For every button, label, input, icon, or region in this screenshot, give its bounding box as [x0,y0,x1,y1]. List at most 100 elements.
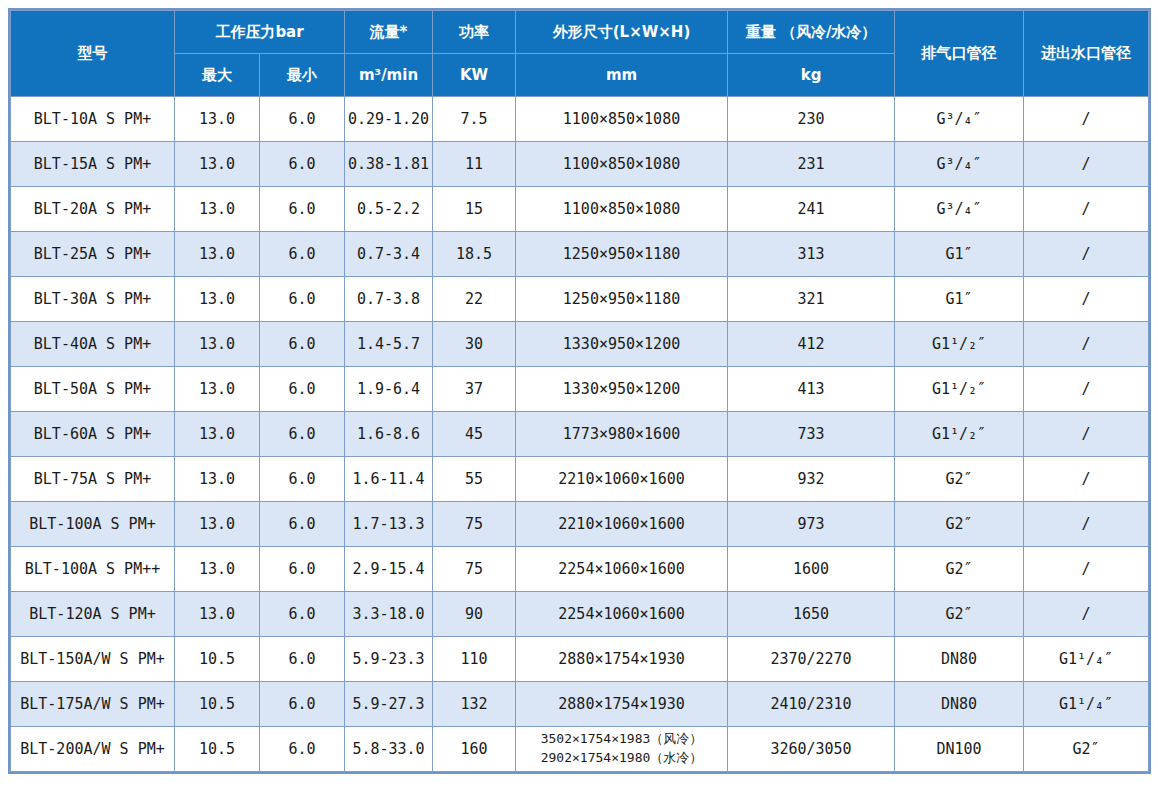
cell-weight: 413 [728,367,895,412]
cell-power: 110 [433,637,516,682]
cell-outlet: DN100 [895,727,1024,772]
cell-power: 75 [433,547,516,592]
cell-water: / [1024,457,1149,502]
cell-water: / [1024,187,1149,232]
table-row: BLT-40A S PM+13.06.01.4-5.7301330×950×12… [11,322,1149,367]
table-row: BLT-30A S PM+13.06.00.7-3.8221250×950×11… [11,277,1149,322]
cell-dims: 1100×850×1080 [516,97,728,142]
table-row: BLT-25A S PM+13.06.00.7-3.418.51250×950×… [11,232,1149,277]
cell-max: 10.5 [175,682,260,727]
cell-power: 18.5 [433,232,516,277]
cell-weight: 733 [728,412,895,457]
cell-dims: 1330×950×1200 [516,322,728,367]
header-row-1: 型号 工作压力bar 流量* 功率 外形尺寸(L×W×H) 重量 （风冷/水冷）… [11,11,1149,54]
cell-flow: 0.29-1.20 [345,97,433,142]
col-header-model: 型号 [11,11,175,97]
cell-flow: 5.9-27.3 [345,682,433,727]
table-row: BLT-75A S PM+13.06.01.6-11.4552210×1060×… [11,457,1149,502]
col-header-flow-unit: m³/min [345,54,433,97]
cell-flow: 5.9-23.3 [345,637,433,682]
cell-weight: 973 [728,502,895,547]
cell-dims: 2254×1060×1600 [516,592,728,637]
col-header-outlet-pipe: 排气口管径 [895,11,1024,97]
cell-min: 6.0 [260,592,345,637]
cell-outlet: G1″ [895,232,1024,277]
cell-power: 30 [433,322,516,367]
cell-flow: 1.6-8.6 [345,412,433,457]
cell-power: 160 [433,727,516,772]
cell-max: 13.0 [175,457,260,502]
cell-min: 6.0 [260,637,345,682]
cell-flow: 1.4-5.7 [345,322,433,367]
cell-min: 6.0 [260,142,345,187]
cell-outlet: G2″ [895,547,1024,592]
col-header-power-unit: KW [433,54,516,97]
cell-weight: 2370/2270 [728,637,895,682]
cell-power: 90 [433,592,516,637]
table-row: BLT-15A S PM+13.06.00.38-1.81111100×850×… [11,142,1149,187]
cell-dims: 1773×980×1600 [516,412,728,457]
cell-water: / [1024,142,1149,187]
cell-min: 6.0 [260,277,345,322]
table-row: BLT-60A S PM+13.06.01.6-8.6451773×980×16… [11,412,1149,457]
cell-water: G1¹/₄″ [1024,682,1149,727]
cell-model: BLT-175A/W S PM+ [11,682,175,727]
cell-max: 10.5 [175,637,260,682]
cell-max: 13.0 [175,142,260,187]
table-row: BLT-20A S PM+13.06.00.5-2.2151100×850×10… [11,187,1149,232]
cell-max: 13.0 [175,97,260,142]
cell-power: 22 [433,277,516,322]
cell-flow: 2.9-15.4 [345,547,433,592]
table-row: BLT-10A S PM+13.06.00.29-1.207.51100×850… [11,97,1149,142]
cell-max: 13.0 [175,367,260,412]
cell-model: BLT-40A S PM+ [11,322,175,367]
cell-power: 7.5 [433,97,516,142]
cell-model: BLT-150A/W S PM+ [11,637,175,682]
cell-max: 13.0 [175,187,260,232]
table-row: BLT-150A/W S PM+10.56.05.9-23.31102880×1… [11,637,1149,682]
cell-max: 13.0 [175,502,260,547]
cell-water: / [1024,412,1149,457]
cell-flow: 0.38-1.81 [345,142,433,187]
cell-water: G2″ [1024,727,1149,772]
cell-dims: 2210×1060×1600 [516,502,728,547]
cell-dims: 2210×1060×1600 [516,457,728,502]
cell-water: / [1024,277,1149,322]
cell-dims: 1100×850×1080 [516,187,728,232]
cell-outlet: DN80 [895,682,1024,727]
cell-dims: 2880×1754×1930 [516,682,728,727]
cell-flow: 1.6-11.4 [345,457,433,502]
cell-model: BLT-50A S PM+ [11,367,175,412]
cell-min: 6.0 [260,682,345,727]
col-header-weight-unit: kg [728,54,895,97]
cell-outlet: G2″ [895,457,1024,502]
col-header-pressure-max: 最大 [175,54,260,97]
cell-weight: 321 [728,277,895,322]
cell-weight: 412 [728,322,895,367]
cell-dims: 1250×950×1180 [516,232,728,277]
cell-weight: 241 [728,187,895,232]
spec-table: 型号 工作压力bar 流量* 功率 外形尺寸(L×W×H) 重量 （风冷/水冷）… [10,10,1149,772]
cell-model: BLT-120A S PM+ [11,592,175,637]
cell-weight: 3260/3050 [728,727,895,772]
col-header-weight: 重量 （风冷/水冷） [728,11,895,54]
table-row: BLT-120A S PM+13.06.03.3-18.0902254×1060… [11,592,1149,637]
cell-max: 13.0 [175,322,260,367]
table-row: BLT-175A/W S PM+10.56.05.9-27.31322880×1… [11,682,1149,727]
col-header-dimensions: 外形尺寸(L×W×H) [516,11,728,54]
cell-weight: 2410/2310 [728,682,895,727]
cell-water: / [1024,322,1149,367]
table-row: BLT-200A/W S PM+10.56.05.8-33.01603502×1… [11,727,1149,772]
cell-water: / [1024,232,1149,277]
col-header-dimensions-unit: mm [516,54,728,97]
spec-table-wrapper: 型号 工作压力bar 流量* 功率 外形尺寸(L×W×H) 重量 （风冷/水冷）… [8,8,1151,774]
cell-dims: 2254×1060×1600 [516,547,728,592]
cell-min: 6.0 [260,457,345,502]
cell-flow: 5.8-33.0 [345,727,433,772]
cell-outlet: G1″ [895,277,1024,322]
cell-model: BLT-100A S PM+ [11,502,175,547]
cell-flow: 0.7-3.8 [345,277,433,322]
cell-max: 13.0 [175,232,260,277]
cell-min: 6.0 [260,547,345,592]
cell-min: 6.0 [260,412,345,457]
